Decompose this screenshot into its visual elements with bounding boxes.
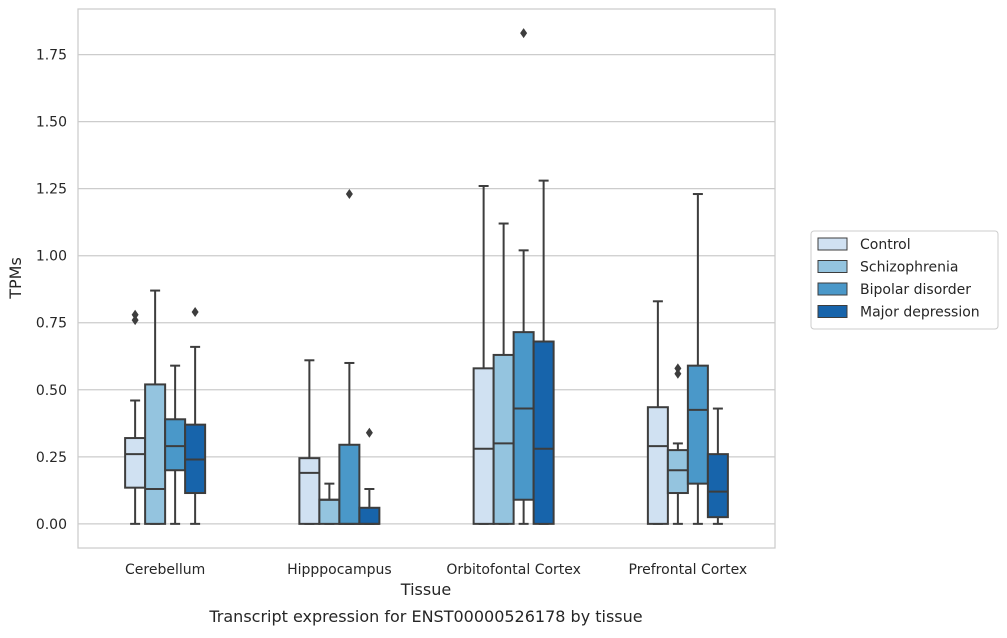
plot-area-frame bbox=[77, 8, 776, 549]
box-iqr bbox=[646, 406, 669, 525]
box-prefrontal-cortex-control bbox=[646, 300, 669, 525]
box-iqr bbox=[706, 453, 729, 519]
box-iqr bbox=[318, 498, 341, 525]
legend-label: Major depression bbox=[860, 305, 980, 321]
box-prefrontal-cortex-bipolar-disorder bbox=[686, 193, 709, 525]
legend-item-control: Control bbox=[817, 237, 911, 253]
x-tick-label: Orbitofontal Cortex bbox=[446, 562, 581, 578]
box-orbitofontal-cortex-schizophrenia bbox=[492, 222, 515, 525]
outlier-point bbox=[674, 363, 682, 374]
box-cerebellum-bipolar-disorder bbox=[164, 364, 187, 525]
legend-swatch bbox=[817, 305, 848, 318]
legend-swatch bbox=[817, 260, 848, 273]
y-tick-label: 1.00 bbox=[36, 249, 67, 265]
legend: Control Schizophrenia Bipolar disorder Majo… bbox=[810, 230, 999, 330]
y-tick-label: 1.75 bbox=[36, 48, 67, 64]
box-cerebellum-schizophrenia bbox=[144, 289, 167, 525]
box-series bbox=[124, 28, 729, 525]
x-tick-label: Cerebellum bbox=[125, 562, 205, 578]
box-prefrontal-cortex-schizophrenia bbox=[666, 363, 689, 525]
box-iqr bbox=[532, 340, 555, 525]
box-iqr bbox=[472, 367, 495, 525]
series-bipolar-disorder bbox=[164, 28, 709, 525]
box-orbitofontal-cortex-bipolar-disorder bbox=[512, 28, 535, 525]
outlier-point bbox=[131, 315, 139, 326]
y-axis-ticks: 0.00 0.25 0.50 0.75 1.00 1.25 1.50 1.75 bbox=[36, 48, 67, 533]
legend-item-schizophrenia: Schizophrenia bbox=[817, 260, 958, 276]
box-iqr bbox=[164, 418, 187, 472]
y-tick-label: 0.25 bbox=[36, 450, 67, 466]
box-iqr bbox=[686, 364, 709, 485]
box-hipppocampus-bipolar-disorder bbox=[338, 189, 361, 525]
x-axis-label: Tissue bbox=[400, 580, 451, 599]
series-control bbox=[124, 184, 669, 525]
outlier-point bbox=[520, 28, 528, 39]
legend-swatch bbox=[817, 282, 848, 296]
box-iqr bbox=[338, 443, 361, 525]
box-orbitofontal-cortex-major-depression bbox=[532, 179, 555, 525]
legend-frame bbox=[810, 230, 999, 330]
outlier-point bbox=[674, 368, 682, 379]
outlier-point bbox=[365, 427, 373, 438]
outlier-point bbox=[131, 309, 139, 320]
box-prefrontal-cortex-major-depression bbox=[706, 407, 729, 525]
box-orbitofontal-cortex-control bbox=[472, 184, 495, 525]
legend-item-major-depression: Major depression bbox=[817, 305, 980, 321]
chart-caption: Transcript expression for ENST0000052617… bbox=[208, 607, 642, 626]
legend-item-bipolar-disorder: Bipolar disorder bbox=[817, 282, 971, 298]
box-hipppocampus-major-depression bbox=[358, 427, 381, 525]
box-cerebellum-control bbox=[124, 309, 147, 525]
series-schizophrenia bbox=[144, 222, 689, 525]
box-iqr bbox=[298, 457, 321, 525]
x-axis-ticks: Cerebellum Hipppocampus Orbitofontal Corte… bbox=[125, 562, 747, 578]
outlier-point bbox=[191, 307, 199, 318]
y-tick-label: 0.00 bbox=[36, 517, 67, 533]
y-tick-label: 1.25 bbox=[36, 182, 67, 198]
legend-swatch bbox=[817, 237, 848, 251]
y-tick-label: 0.50 bbox=[36, 383, 67, 399]
box-iqr bbox=[144, 383, 167, 525]
box-hipppocampus-schizophrenia bbox=[318, 482, 341, 525]
box-hipppocampus-control bbox=[298, 359, 321, 525]
series-major-depression bbox=[184, 179, 729, 525]
y-tick-label: 0.75 bbox=[36, 316, 67, 332]
box-cerebellum-major-depression bbox=[184, 307, 207, 525]
legend-label: Bipolar disorder bbox=[860, 282, 971, 298]
box-iqr bbox=[492, 353, 515, 525]
x-tick-label: Hipppocampus bbox=[287, 562, 392, 578]
box-iqr bbox=[666, 449, 689, 495]
box-iqr bbox=[358, 506, 381, 525]
legend-label: Schizophrenia bbox=[860, 260, 958, 276]
box-iqr bbox=[512, 331, 535, 501]
x-tick-label: Prefrontal Cortex bbox=[629, 562, 748, 578]
y-axis-label: TPMs bbox=[6, 257, 25, 300]
y-tick-label: 1.50 bbox=[36, 115, 67, 131]
box-iqr bbox=[124, 437, 147, 489]
outlier-point bbox=[345, 189, 353, 200]
legend-label: Control bbox=[860, 237, 911, 253]
